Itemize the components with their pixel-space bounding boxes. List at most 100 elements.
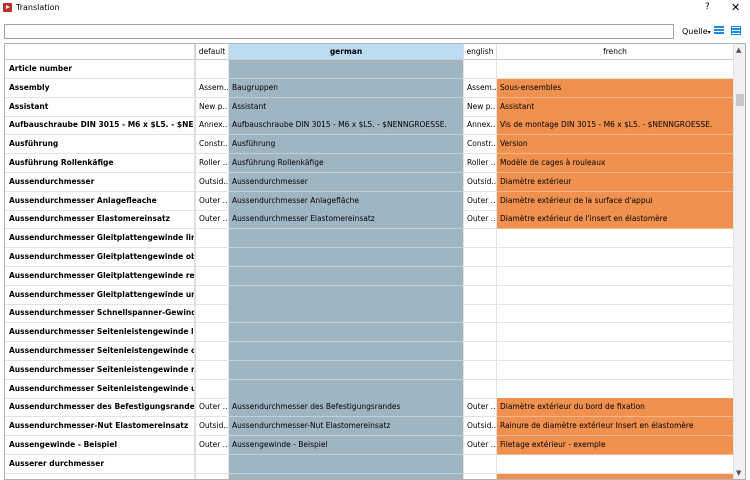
cell-french[interactable] (497, 304, 734, 324)
table-row[interactable]: Aussendurchmesser Seitenleistengewinde o… (5, 342, 734, 361)
scrollbar-thumb[interactable] (736, 94, 744, 106)
cell-default[interactable] (195, 285, 229, 305)
cell-german[interactable]: Baugruppen (229, 78, 464, 98)
table-row[interactable]: Aussendurchmesser des Befestigungsrandes… (5, 398, 734, 418)
table-row[interactable]: Aussendurchmesser Seitenleistengewinde l… (5, 323, 734, 343)
cell-english[interactable]: Outsid... (464, 417, 497, 437)
cell-english[interactable] (464, 248, 497, 267)
cell-german[interactable] (229, 285, 464, 305)
cell-french[interactable] (497, 229, 734, 249)
cell-english[interactable]: Outer ... (464, 210, 497, 230)
cell-french[interactable] (497, 285, 734, 305)
cell-german[interactable] (229, 60, 464, 79)
cell-german[interactable] (229, 266, 464, 286)
cell-default[interactable]: Outer ... (195, 191, 229, 211)
cell-default[interactable]: Roller ... (195, 154, 229, 173)
cell-english[interactable] (464, 229, 497, 249)
cell-german[interactable] (229, 248, 464, 267)
cell-german[interactable]: Ausführung (229, 135, 464, 155)
cell-english[interactable]: Outer ... (464, 398, 497, 418)
table-row[interactable]: Assistant New p... Assistant New p... Assist… (5, 97, 734, 117)
cell-default[interactable] (195, 266, 229, 286)
cell-german[interactable]: Assistant (229, 97, 464, 117)
table-row[interactable]: Aussendurchmesser Seitenleistengewinde r… (5, 360, 734, 380)
header-french[interactable]: french (497, 44, 734, 60)
cell-french[interactable] (497, 342, 734, 361)
cell-french[interactable]: Rainure de diamètre extérieur Insert en … (497, 417, 734, 437)
cell-default[interactable]: Outsid... (195, 417, 229, 437)
cell-french[interactable]: Vis de montage DIN 3015 - M6 x $L5. - $N… (497, 116, 734, 136)
cell-french[interactable]: Sous-ensembles (497, 78, 734, 98)
cell-french[interactable] (497, 360, 734, 380)
cell-french[interactable]: Filetage extérieur - exemple (497, 436, 734, 455)
cell-german[interactable] (229, 304, 464, 324)
cell-german[interactable]: Aussendurchmesser des Befestigungsrandes (229, 398, 464, 418)
cell-english[interactable] (464, 60, 497, 79)
cell-default[interactable]: Constr... (195, 135, 229, 155)
cell-french[interactable]: Assistant (497, 97, 734, 117)
cell-english[interactable]: Annex... (464, 116, 497, 136)
cell-english[interactable] (464, 360, 497, 380)
cell-german[interactable] (229, 473, 464, 479)
cell-english[interactable] (464, 285, 497, 305)
cell-german[interactable]: Aussendurchmesser Elastomereinsatz (229, 210, 464, 230)
cell-german[interactable] (229, 360, 464, 380)
table-row[interactable]: Aussendurchmesser Outsid... Aussendurchmes… (5, 172, 734, 192)
table-row[interactable]: Ausführung Rollenkäfige Roller ... Ausführ… (5, 154, 734, 173)
table-row[interactable]: Aussengewinde - Beispiel Outer ... Ausseng… (5, 436, 734, 455)
help-button[interactable]: ? (705, 2, 710, 12)
table-row[interactable]: Aussendurchmesser Schnellspanner-Gewinde (5, 304, 734, 324)
cell-default[interactable] (195, 60, 229, 79)
vertical-scrollbar[interactable]: ▲ ▼ (734, 44, 745, 479)
cell-french[interactable]: Diamètre extérieur de la surface d'appui (497, 191, 734, 211)
cell-french[interactable] (497, 266, 734, 286)
cell-french[interactable]: Version (497, 135, 734, 155)
cell-french[interactable] (497, 379, 734, 399)
cell-default[interactable]: Outer ... (195, 398, 229, 418)
cell-default[interactable]: Outer ... (195, 210, 229, 230)
cell-english[interactable]: Roller ... (464, 154, 497, 173)
header-english[interactable]: english (464, 44, 497, 60)
search-input[interactable] (4, 24, 674, 39)
cell-french[interactable] (497, 454, 734, 474)
cell-default[interactable] (195, 323, 229, 343)
header-german[interactable]: german (229, 44, 464, 60)
cell-german[interactable] (229, 454, 464, 474)
table-row[interactable]: Article number (5, 60, 734, 79)
table-row[interactable]: Aussendurchmesser-Nut Elastomereinsatz Ou… (5, 417, 734, 437)
table-row[interactable]: Aussendurchmesser Gleitplattengewinde li… (5, 229, 734, 249)
table-row[interactable]: Aussendurchmesser Anlagefleache Outer ...… (5, 191, 734, 211)
cell-english[interactable]: Constr... (464, 135, 497, 155)
cell-english[interactable]: Outsid... (464, 172, 497, 192)
cell-default[interactable] (195, 454, 229, 474)
cell-default[interactable]: Assem... (195, 78, 229, 98)
cell-french[interactable] (497, 323, 734, 343)
cell-french[interactable]: Diamètre extérieur du bord de fixation (497, 398, 734, 418)
cell-default[interactable] (195, 229, 229, 249)
scroll-up-icon[interactable]: ▲ (736, 46, 742, 54)
cell-german[interactable] (229, 323, 464, 343)
detail-view-icon[interactable] (731, 26, 741, 37)
cell-default[interactable]: Annex... (195, 116, 229, 136)
cell-english[interactable] (464, 379, 497, 399)
cell-french[interactable]: Modèle de cages à rouleaux (497, 154, 734, 173)
list-view-icon[interactable] (714, 26, 724, 37)
cell-default[interactable] (195, 304, 229, 324)
cell-german[interactable] (229, 379, 464, 399)
cell-english[interactable] (464, 266, 497, 286)
cell-french[interactable]: Diamètre extérieur (497, 172, 734, 192)
cell-default[interactable] (195, 342, 229, 361)
cell-german[interactable] (229, 229, 464, 249)
cell-english[interactable]: New p... (464, 97, 497, 117)
close-button[interactable]: ✕ (731, 1, 741, 14)
cell-german[interactable]: Aussendurchmesser-Nut Elastomereinsatz (229, 417, 464, 437)
cell-french[interactable] (497, 473, 734, 479)
cell-german[interactable]: Aussendurchmesser (229, 172, 464, 192)
table-row[interactable]: Aussendurchmesser Seitenleistengewinde u… (5, 379, 734, 399)
cell-default[interactable]: Outer ... (195, 436, 229, 455)
cell-english[interactable] (464, 473, 497, 479)
cell-default[interactable]: New p... (195, 97, 229, 117)
source-dropdown[interactable]: Quelle▾ (682, 27, 711, 36)
cell-english[interactable] (464, 342, 497, 361)
cell-german[interactable]: Aufbauschraube DIN 3015 - M6 x $L5. - $N… (229, 116, 464, 136)
